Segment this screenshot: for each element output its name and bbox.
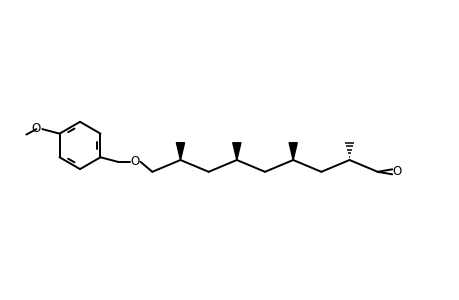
Polygon shape [288, 143, 297, 160]
Polygon shape [176, 143, 184, 160]
Polygon shape [232, 143, 241, 160]
Text: O: O [130, 155, 140, 168]
Text: O: O [32, 122, 41, 135]
Text: O: O [392, 165, 401, 178]
